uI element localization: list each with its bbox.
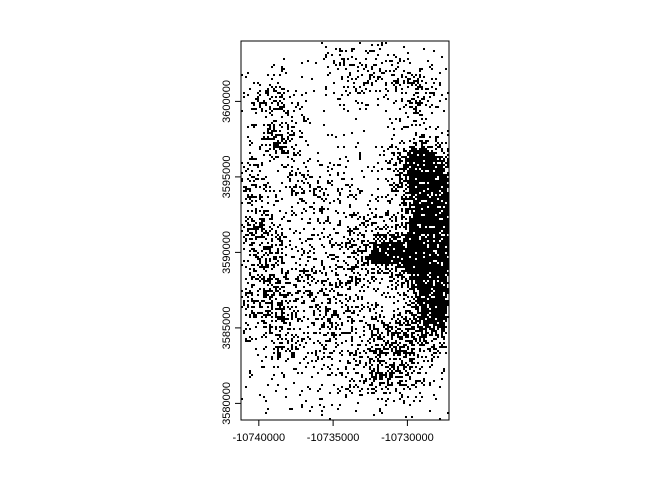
x-tick-label: -10735000: [307, 432, 360, 444]
x-axis: -10740000 -10735000 -10730000: [233, 419, 434, 444]
y-tick-label: 3585000: [221, 306, 233, 349]
y-tick-label: 3590000: [221, 231, 233, 274]
y-tick-label: 3580000: [221, 382, 233, 425]
x-tick-label: -10730000: [381, 432, 434, 444]
x-tick-label: -10740000: [233, 432, 286, 444]
y-axis: 3580000 3585000 3590000 3595000 3600000: [221, 80, 242, 425]
y-tick-label: 3595000: [221, 155, 233, 198]
y-tick-label: 3600000: [221, 80, 233, 123]
